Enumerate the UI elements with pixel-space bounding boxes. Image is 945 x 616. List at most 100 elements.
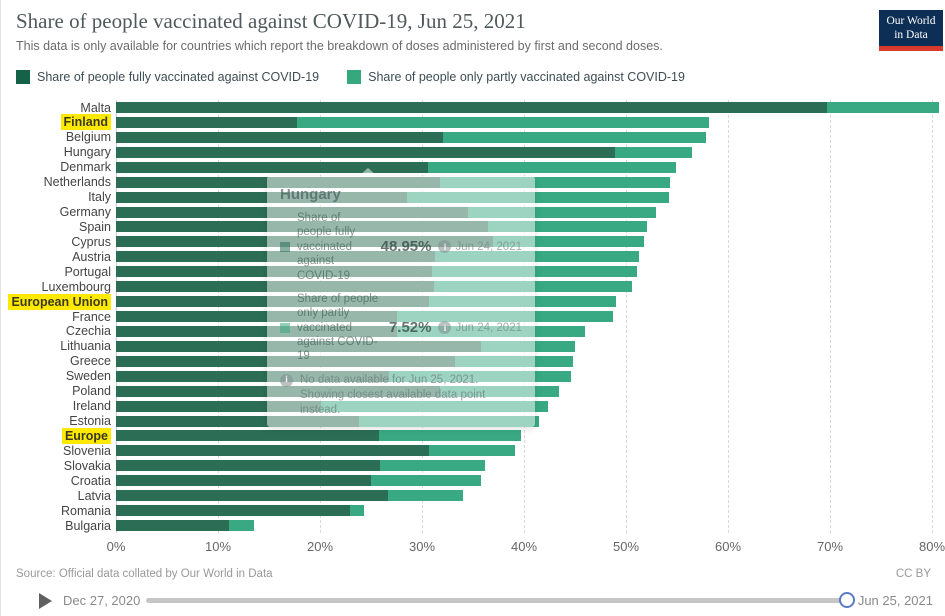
- x-axis: 0% 10% 20% 30% 40% 50% 60% 70% 80%: [107, 539, 945, 557]
- bar-segment[interactable]: [435, 251, 640, 263]
- bar-row-croatia[interactable]: [116, 475, 482, 487]
- category-label-portugal: Portugal: [64, 264, 111, 279]
- bar-segment[interactable]: [116, 490, 389, 502]
- bar-segment[interactable]: [443, 131, 706, 143]
- legend-swatch-partly-icon: [347, 70, 362, 84]
- tooltip-swatch-fully-icon: [280, 241, 290, 252]
- bar-segment[interactable]: [349, 505, 364, 517]
- bar-segment[interactable]: [116, 311, 397, 323]
- category-label-bulgaria: Bulgaria: [65, 518, 111, 533]
- bar-segment[interactable]: [428, 161, 676, 173]
- category-label-estonia: Estonia: [69, 414, 111, 429]
- tooltip-date-partly: i Jun 24, 2021: [438, 321, 522, 335]
- gridline: [728, 100, 729, 533]
- bar-segment[interactable]: [116, 102, 827, 113]
- bar-segment[interactable]: [615, 146, 692, 158]
- category-label-greece: Greece: [70, 354, 111, 369]
- bar-row-latvia[interactable]: [116, 490, 463, 502]
- legend-item-fully[interactable]: Share of people fully vaccinated against…: [16, 70, 319, 84]
- bar-segment[interactable]: [296, 116, 709, 128]
- tooltip: Hungary Share of people fully vaccinated…: [267, 168, 535, 427]
- category-label-ireland: Ireland: [72, 399, 111, 414]
- tooltip-country: Hungary: [280, 186, 341, 203]
- bar-segment[interactable]: [116, 520, 230, 532]
- bar-segment[interactable]: [116, 445, 430, 457]
- chart-legend: Share of people fully vaccinated against…: [16, 70, 685, 84]
- category-label-croatia: Croatia: [70, 473, 111, 488]
- tooltip-swatch-partly-icon: [280, 322, 290, 333]
- bar-row-malta[interactable]: [116, 102, 940, 113]
- category-label-european-union: European Union: [1, 293, 111, 310]
- bar-segment[interactable]: [116, 505, 350, 517]
- bar-row-italy[interactable]: [116, 191, 669, 203]
- bar-segment[interactable]: [379, 430, 521, 442]
- category-label-belgium: Belgium: [65, 130, 111, 145]
- bar-segment[interactable]: [388, 490, 463, 502]
- x-axis-tick-label: 10%: [204, 539, 232, 554]
- tooltip-label-fully: Share of people fully vaccinated against…: [297, 212, 356, 282]
- bar-row-bulgaria[interactable]: [116, 520, 254, 532]
- bar-row-belgium[interactable]: [116, 131, 706, 143]
- category-label-sweden: Sweden: [65, 369, 111, 384]
- bar-row-finland[interactable]: [116, 116, 709, 128]
- bar-segment[interactable]: [116, 146, 616, 158]
- category-label-europe: Europe: [1, 427, 111, 444]
- bar-segment[interactable]: [826, 102, 940, 113]
- bar-row-hungary[interactable]: [116, 146, 692, 158]
- bar-segment[interactable]: [380, 460, 486, 472]
- play-icon[interactable]: [39, 593, 52, 609]
- category-label-slovakia: Slovakia: [63, 458, 111, 473]
- bar-segment[interactable]: [493, 236, 645, 248]
- bar-segment[interactable]: [116, 400, 322, 412]
- bar-segment[interactable]: [371, 475, 482, 487]
- bar-segment[interactable]: [429, 445, 515, 457]
- bar-row-romania[interactable]: [116, 505, 364, 517]
- category-label-lithuania: Lithuania: [60, 339, 111, 354]
- tooltip-label-partly: Share of people only partly vaccinated a…: [297, 292, 379, 363]
- tooltip-value-partly: 7.52%: [388, 319, 432, 337]
- bar-segment[interactable]: [116, 460, 381, 472]
- legend-swatch-fully-icon: [16, 70, 30, 84]
- bar-segment[interactable]: [116, 116, 297, 128]
- bar-segment[interactable]: [116, 161, 429, 173]
- bar-segment[interactable]: [406, 191, 669, 203]
- x-axis-tick-label: 20%: [306, 539, 334, 554]
- license-text[interactable]: CC BY: [895, 568, 931, 580]
- category-label-slovenia: Slovenia: [63, 443, 111, 458]
- category-label-netherlands: Netherlands: [43, 175, 111, 190]
- category-label-denmark: Denmark: [60, 160, 111, 175]
- bar-segment[interactable]: [116, 131, 444, 143]
- chart-subtitle: This data is only available for countrie…: [16, 39, 663, 53]
- bar-row-europe[interactable]: [116, 430, 521, 442]
- bar-segment[interactable]: [116, 415, 359, 427]
- tooltip-date-fully: i Jun 24, 2021: [438, 240, 522, 254]
- timeline-slider-handle[interactable]: [839, 592, 855, 608]
- owid-logo-text: Our World in Data: [886, 14, 936, 41]
- bar-segment[interactable]: [488, 221, 648, 233]
- bar-segment[interactable]: [116, 370, 390, 382]
- bar-row-slovakia[interactable]: [116, 460, 486, 472]
- x-axis-tick-label: 60%: [714, 539, 742, 554]
- category-label-italy: Italy: [88, 190, 111, 205]
- timeline-slider[interactable]: [146, 592, 855, 608]
- bar-segment[interactable]: [116, 430, 380, 442]
- bar-segment[interactable]: [116, 475, 371, 487]
- bar-segment[interactable]: [116, 325, 397, 337]
- bar-row-slovenia[interactable]: [116, 445, 515, 457]
- bar-segment[interactable]: [229, 520, 254, 532]
- category-label-austria: Austria: [72, 249, 111, 264]
- tooltip-arrow: [359, 168, 377, 176]
- owid-logo[interactable]: Our World in Data: [879, 10, 943, 51]
- category-label-malta: Malta: [80, 100, 111, 115]
- bar-segment[interactable]: [116, 191, 407, 203]
- legend-item-partly[interactable]: Share of people only partly vaccinated a…: [347, 70, 685, 84]
- timeline-start-date[interactable]: Dec 27, 2020: [63, 593, 141, 608]
- bar-segment[interactable]: [440, 176, 670, 188]
- bar-row-denmark[interactable]: [116, 161, 676, 173]
- timeline-end-date[interactable]: Jun 25, 2021: [857, 593, 933, 608]
- x-axis-tick-label: 30%: [408, 539, 436, 554]
- x-axis-tick-label: 80%: [918, 539, 945, 554]
- category-label-poland: Poland: [72, 384, 111, 399]
- bar-segment[interactable]: [467, 206, 656, 218]
